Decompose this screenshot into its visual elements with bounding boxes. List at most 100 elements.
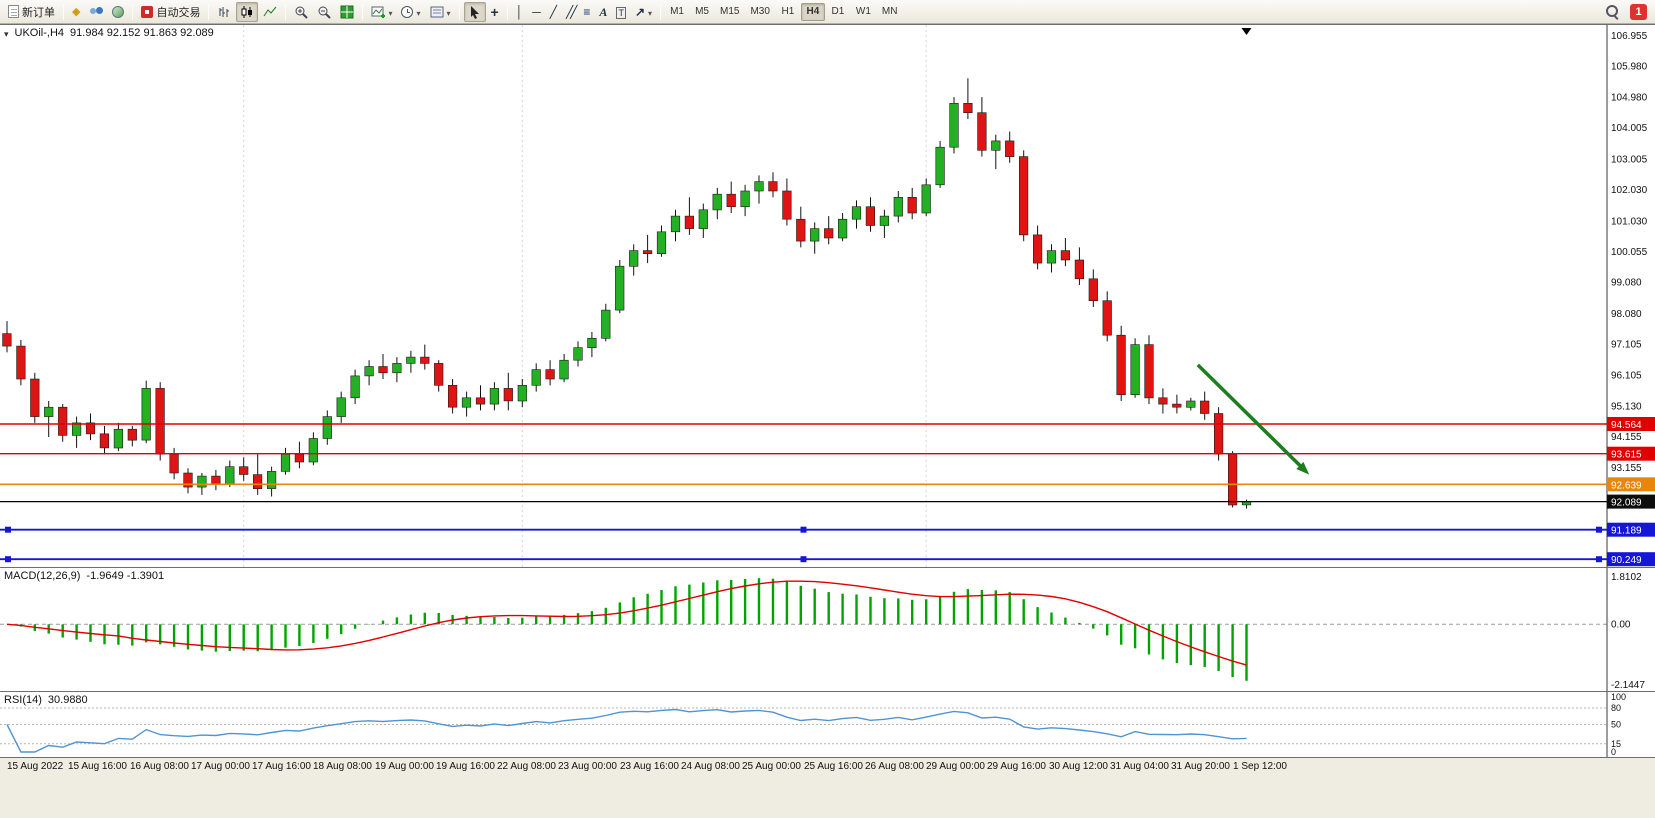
candle: [1214, 407, 1224, 461]
market-watch-button[interactable]: [68, 2, 84, 22]
time-label: 17 Aug 16:00: [252, 761, 311, 772]
fibonacci-button[interactable]: [579, 2, 594, 22]
candle: [378, 354, 388, 379]
timeframe-button-D1[interactable]: D1: [826, 3, 850, 21]
new-order-button[interactable]: 新订单: [4, 2, 59, 22]
timeframe-button-MN[interactable]: MN: [877, 3, 903, 21]
price-tick: 101.030: [1611, 216, 1648, 227]
macd-axis-min: -2.1447: [1611, 680, 1645, 691]
autotrading-label: 自动交易: [156, 6, 201, 19]
time-label: 17 Aug 00:00: [191, 761, 250, 772]
candle: [656, 225, 667, 257]
chevron-down-icon: [388, 6, 392, 18]
candle: [322, 410, 332, 445]
bar-chart-button[interactable]: [213, 2, 235, 22]
time-label: 26 Aug 08:00: [865, 761, 924, 772]
time-label: 31 Aug 20:00: [1171, 761, 1230, 772]
candle: [782, 178, 792, 226]
candle: [420, 344, 430, 370]
line-handle[interactable]: [1596, 526, 1602, 533]
price-tick: 97.105: [1611, 339, 1642, 350]
toolbar-separator: [285, 3, 287, 20]
candlestick-series: [2, 78, 1252, 509]
horizontal-line-button[interactable]: [528, 2, 545, 22]
timeframe-button-W1[interactable]: W1: [851, 3, 876, 21]
time-label: 25 Aug 16:00: [804, 761, 863, 772]
candle: [141, 380, 151, 444]
symbol-caret-icon[interactable]: [4, 27, 9, 39]
candle: [601, 303, 611, 342]
time-label: 22 Aug 08:00: [497, 761, 556, 772]
toolbar-separator: [362, 3, 364, 20]
zoom-in-button[interactable]: [290, 2, 312, 22]
market-watch-icon: [72, 5, 80, 18]
line-handle[interactable]: [5, 556, 11, 563]
line-chart-icon: [264, 6, 277, 16]
candle: [587, 332, 597, 358]
macd-axis-max: 1.8102: [1611, 572, 1642, 583]
candle: [434, 360, 444, 392]
time-label: 18 Aug 08:00: [313, 761, 372, 772]
price-tick: 100.055: [1611, 247, 1648, 258]
label-button[interactable]: [612, 2, 630, 22]
notification-badge[interactable]: 1: [1630, 3, 1647, 20]
candle: [489, 382, 500, 411]
svg-text:94.564: 94.564: [1611, 420, 1642, 431]
timeframe-button-M15[interactable]: M15: [715, 3, 744, 21]
candle: [1116, 325, 1126, 401]
candle: [837, 213, 848, 242]
trendline-button[interactable]: [546, 2, 561, 22]
timeframe-button-H4[interactable]: H4: [800, 2, 825, 21]
periods-dropdown-button[interactable]: [397, 2, 424, 22]
community-button[interactable]: [85, 2, 107, 22]
templates-button[interactable]: [426, 2, 455, 22]
line-handle[interactable]: [800, 526, 807, 533]
timeframe-button-M5[interactable]: M5: [690, 3, 714, 21]
timeframe-button-M30[interactable]: M30: [745, 3, 774, 21]
timeframe-button-M1[interactable]: M1: [665, 3, 689, 21]
autotrading-button[interactable]: 自动交易: [137, 2, 204, 22]
candle: [461, 391, 472, 417]
price-tick: 106.955: [1611, 31, 1648, 42]
line-handle[interactable]: [1596, 556, 1602, 563]
candle: [406, 350, 416, 373]
time-label: 31 Aug 04:00: [1110, 761, 1169, 772]
line-chart-button[interactable]: [259, 2, 281, 22]
new-order-label: 新订单: [22, 6, 55, 19]
vertical-line-button[interactable]: [512, 2, 528, 22]
candle: [726, 181, 736, 213]
candle: [893, 191, 903, 223]
arrow-tools-button[interactable]: [631, 2, 656, 22]
cursor-button[interactable]: [463, 1, 486, 22]
arrow-object[interactable]: [1196, 363, 1310, 475]
price-level-badge: [1607, 417, 1655, 431]
candle: [44, 401, 54, 437]
macd-signal-line: [6, 580, 1247, 666]
tile-windows-button[interactable]: [336, 2, 358, 22]
macd-plot-area: 1.8102 0.00 -2.1447: [0, 568, 1655, 691]
toolbar-right-group: 1: [1602, 2, 1651, 22]
candle: [768, 172, 778, 198]
candle: [712, 187, 722, 220]
time-label: 19 Aug 00:00: [375, 761, 434, 772]
price-tick: 96.105: [1611, 371, 1642, 382]
channel-button[interactable]: [562, 2, 578, 22]
zoom-in-icon: [295, 6, 309, 19]
rsi-line: [6, 708, 1247, 753]
candle: [1046, 244, 1057, 273]
web-button[interactable]: [108, 2, 128, 22]
new-chart-button[interactable]: [367, 2, 396, 22]
zoom-out-button[interactable]: [313, 2, 335, 22]
chart-shift-marker[interactable]: [1241, 28, 1252, 35]
search-button[interactable]: [1602, 2, 1624, 22]
crosshair-button[interactable]: [487, 2, 503, 22]
candle: [1130, 338, 1140, 398]
candle: [85, 413, 96, 441]
candlestick-chart-button[interactable]: [236, 1, 259, 22]
time-axis[interactable]: 15 Aug 2022 15 Aug 16:00 16 Aug 08:00 17 Au…: [0, 757, 1655, 777]
line-handle[interactable]: [5, 526, 11, 533]
line-handle[interactable]: [800, 556, 807, 563]
toolbar-separator: [63, 3, 64, 20]
timeframe-button-H1[interactable]: H1: [776, 3, 800, 21]
text-button[interactable]: [595, 2, 611, 22]
